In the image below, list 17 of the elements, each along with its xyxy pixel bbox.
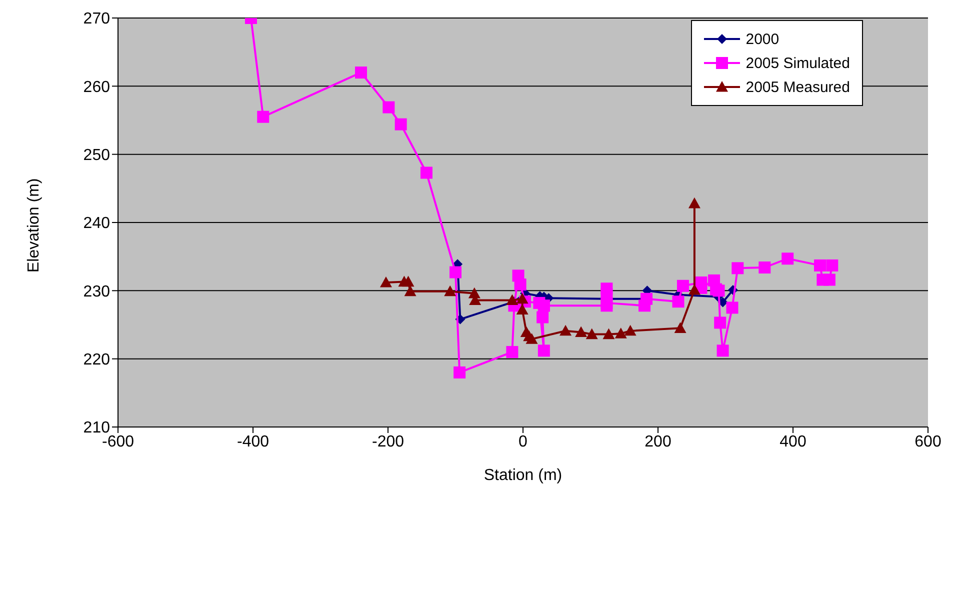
y-tick-label: 220	[83, 352, 110, 369]
x-tick-label: 200	[644, 433, 672, 450]
y-tick-label: 270	[83, 10, 110, 28]
y-tick-label: 260	[83, 78, 110, 96]
x-tick-label: 600	[914, 433, 942, 450]
x-tick-label: 400	[780, 433, 806, 450]
y-tick-label: 230	[83, 283, 110, 300]
x-tick-label: -400	[236, 433, 270, 450]
x-axis-title: Station (m)	[484, 467, 562, 484]
x-tick-label: 0	[518, 433, 528, 450]
legend-label: 2000	[746, 30, 780, 48]
legend-label: 2005 Measured	[746, 78, 850, 96]
y-tick-label: 240	[83, 215, 110, 232]
legend-label: 2005 Simulated	[746, 54, 850, 72]
x-tick-label: -200	[372, 433, 404, 450]
y-axis-title: Elevation (m)	[26, 178, 43, 272]
y-tick-label: 250	[83, 147, 110, 164]
